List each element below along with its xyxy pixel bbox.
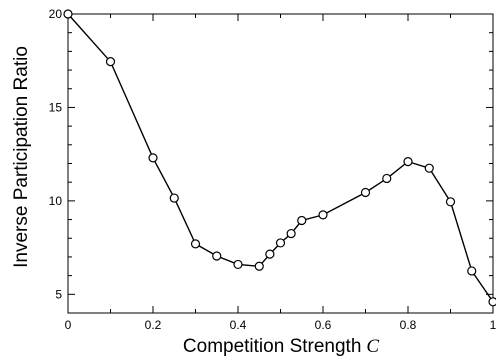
series-line-layer (67, 13, 494, 303)
data-point (148, 153, 158, 163)
x-axis-label-text: Competition Strength (183, 336, 362, 357)
data-point (265, 249, 275, 259)
x-tick-label: 0.8 (400, 318, 417, 332)
data-point (403, 157, 413, 167)
y-tick-label: 10 (49, 194, 63, 208)
y-axis-label: Inverse Participation Ratio (11, 46, 32, 268)
data-point (212, 251, 222, 261)
data-point (488, 297, 496, 307)
x-axis-variable: C (366, 336, 379, 357)
x-tick-label: 0.2 (145, 318, 162, 332)
data-point (233, 259, 243, 270)
data-point (105, 57, 116, 67)
data-point (275, 238, 286, 248)
x-tick-label: 0 (65, 318, 72, 332)
x-axis-label: Competition Strength C (183, 336, 380, 357)
x-tick-label: 0.4 (230, 318, 247, 332)
y-tick-label: 20 (49, 7, 63, 21)
series-marker-layer (63, 9, 496, 307)
axis-labels-layer: Competition Strength C Inverse Participat… (11, 46, 379, 357)
x-tick-label: 1 (490, 318, 496, 332)
data-point (297, 215, 307, 226)
data-point (382, 173, 392, 184)
plot-frame (67, 13, 494, 314)
x-tick-label: 0.6 (315, 318, 332, 332)
data-point (169, 193, 179, 203)
data-point (318, 210, 328, 220)
data-point (190, 239, 201, 249)
y-tick-label: 15 (49, 100, 63, 114)
data-point (360, 187, 371, 198)
data-point (445, 197, 456, 207)
data-point (286, 228, 296, 239)
data-point (63, 9, 73, 19)
y-tick-label: 5 (55, 287, 62, 301)
plot-frame-rect (67, 13, 494, 314)
series-line (67, 13, 494, 303)
data-point (467, 266, 477, 276)
data-point (254, 261, 264, 271)
data-point (424, 163, 434, 173)
